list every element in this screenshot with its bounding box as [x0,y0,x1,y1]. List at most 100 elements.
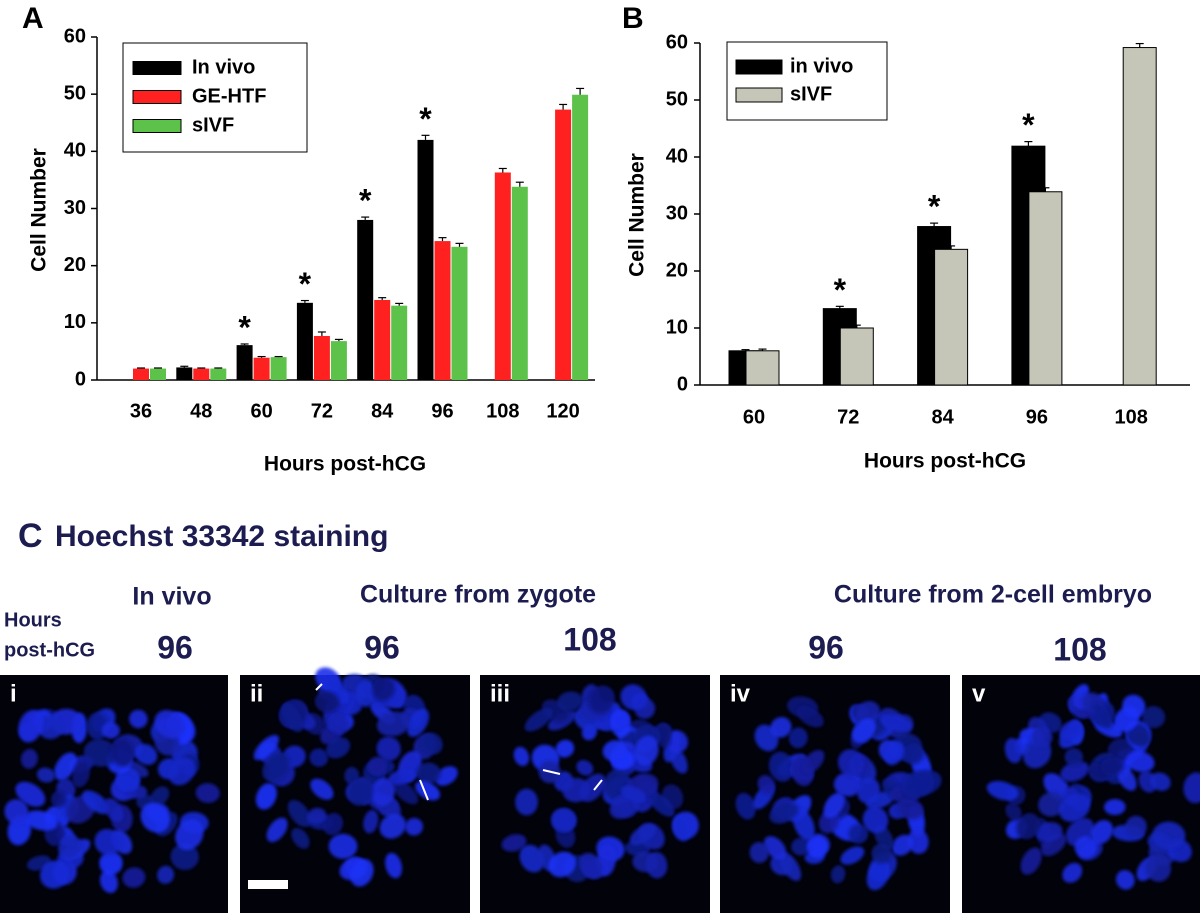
significance-mark: * [299,266,312,302]
nucleus [1122,694,1146,718]
y-tick-label: 40 [666,145,688,167]
y-tick-label: 30 [64,197,86,219]
bar [253,357,270,380]
bar [417,139,434,380]
nucleus [769,802,799,824]
legend-label: sIVF [790,83,832,105]
nucleus [1074,836,1098,859]
nucleus [421,732,443,755]
bar [330,341,347,380]
x-tick-label: 72 [837,406,859,428]
nucleus [763,836,787,860]
nucleus [548,851,576,878]
nucleus [324,677,349,704]
legend-swatch [132,61,182,75]
nucleus [416,762,441,784]
nucleus [1092,702,1113,729]
nucleus [58,835,82,860]
legend-swatch [735,59,783,75]
arrow [593,779,603,791]
nucleus [671,814,692,842]
nucleus [986,780,1019,801]
nucleus [579,852,603,880]
nucleus [833,772,862,797]
hours-value: 108 [1053,631,1106,667]
nucleus [1152,821,1186,850]
nucleus [1115,870,1135,890]
bar [572,94,589,380]
nucleus [363,809,379,834]
scale-bar [248,880,288,889]
y-tick-label: 30 [666,202,688,224]
x-tick-label: 84 [371,400,394,422]
y-tick-label: 50 [666,88,688,110]
nucleus [647,791,675,817]
nucleus [555,739,575,758]
nucleus [852,718,876,744]
nucleus [871,843,892,864]
bar [391,305,408,380]
y-tick-label: 60 [666,31,688,53]
x-tick-label: 60 [250,400,272,422]
legend-swatch [735,87,783,103]
significance-mark: * [834,272,847,308]
nucleus [757,775,776,795]
nucleus [513,746,530,766]
hours-value: 96 [364,629,400,665]
nucleus [837,749,865,777]
nucleus [588,685,615,714]
nucleus [735,792,756,820]
hours-label: post-hCG [4,639,95,661]
bar [839,327,874,386]
nucleus [1004,737,1023,764]
nucleus [368,756,388,776]
nucleus [880,714,912,732]
bar [1122,47,1157,386]
nucleus [350,858,374,887]
nucleus [791,837,811,856]
nucleus [310,778,334,800]
nucleus [281,702,303,733]
nucleus [170,843,199,870]
group-label: Culture from 2-cell embryo [834,581,1152,609]
nucleus [884,741,905,766]
nucleus [1060,761,1090,782]
nucleus [406,708,430,737]
bar [511,186,528,380]
nucleus [54,752,77,781]
nucleus [435,766,458,786]
nucleus [371,777,396,807]
legend-label: In vivo [192,56,255,78]
nucleus [1064,748,1083,767]
nucleus [20,748,38,769]
nucleus [629,824,656,845]
hours-label: Hours [4,609,62,631]
nucleus [83,739,117,767]
y-axis-title: Cell Number [28,148,51,272]
nucleus [134,743,158,765]
nucleus [36,767,55,783]
nucleus [848,824,869,844]
bar [270,357,287,380]
nucleus [611,711,630,729]
group-label: Culture from zygote [360,581,596,609]
nucleus [788,727,808,749]
nucleus [255,783,277,810]
nucleus [157,865,175,884]
nucleus [806,835,829,859]
nucleus [253,734,279,761]
nucleus [328,714,350,735]
nucleus [405,817,424,836]
nucleus [524,707,553,732]
hours-value: 108 [563,621,616,657]
nucleus [376,736,401,761]
hours-value: 96 [808,629,844,665]
nucleus [862,806,889,834]
legend-label: GE-HTF [192,85,266,107]
nucleus [856,777,881,804]
nucleus [287,799,312,828]
bar [555,109,572,380]
nucleus [792,808,815,841]
significance-mark: * [419,101,432,137]
